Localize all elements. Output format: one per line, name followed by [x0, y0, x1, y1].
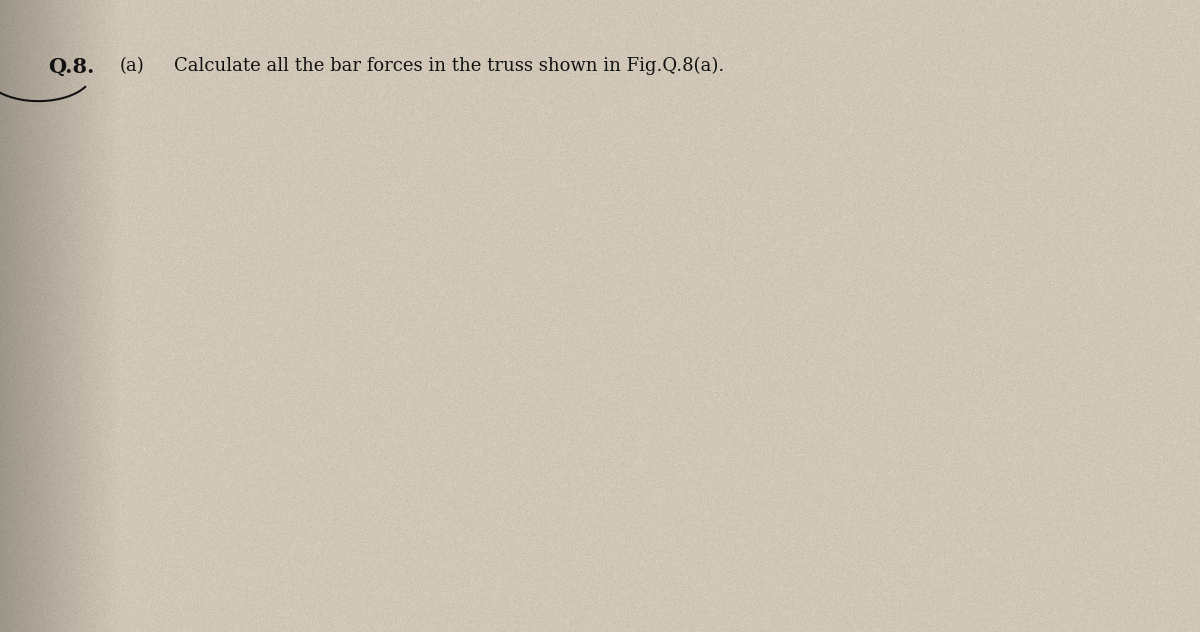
- Text: 2m: 2m: [671, 509, 695, 523]
- Text: C: C: [584, 411, 598, 428]
- Polygon shape: [767, 432, 791, 449]
- Text: 80kN: 80kN: [848, 137, 890, 150]
- Text: (a): (a): [120, 57, 145, 75]
- Text: A: A: [373, 411, 385, 428]
- Text: 20kN: 20kN: [565, 495, 607, 509]
- Text: Fig.Q.8(a): Fig.Q.8(a): [602, 544, 686, 560]
- Text: E: E: [769, 117, 781, 133]
- Polygon shape: [380, 432, 406, 449]
- Text: Calculate all the bar forces in the truss shown in Fig.Q.8(a).: Calculate all the bar forces in the trus…: [174, 57, 725, 75]
- Text: 3m: 3m: [832, 281, 856, 295]
- Text: Q.8.: Q.8.: [48, 57, 95, 77]
- Text: D: D: [776, 266, 791, 283]
- Text: B: B: [794, 415, 806, 432]
- Text: 2m: 2m: [478, 509, 502, 523]
- Text: 1.5m: 1.5m: [308, 353, 347, 367]
- Text: F: F: [563, 266, 575, 283]
